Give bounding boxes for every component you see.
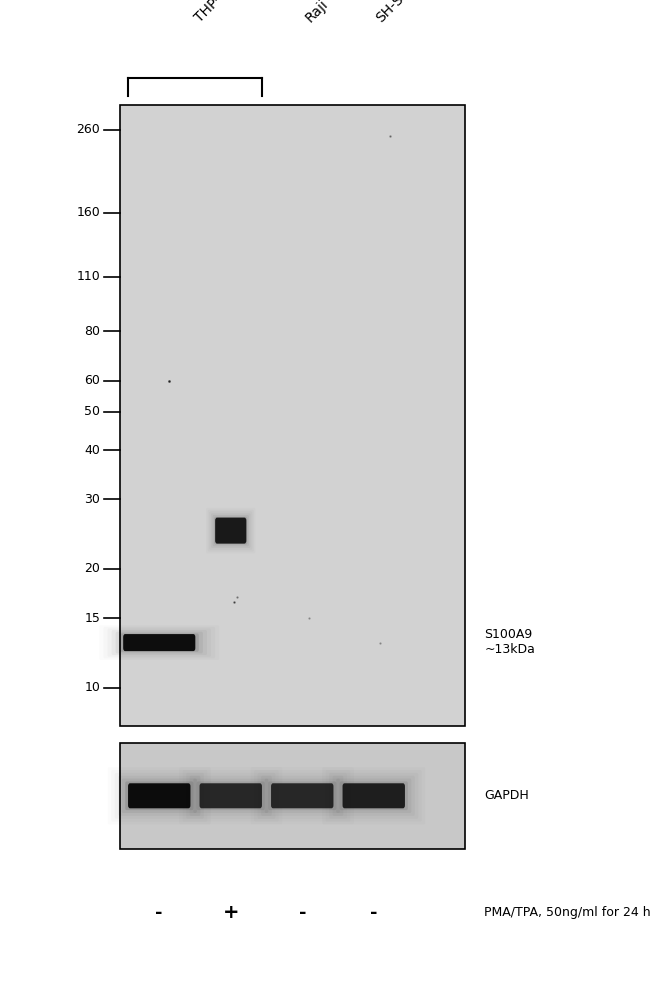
Bar [120,105,465,726]
Bar [120,743,465,849]
FancyBboxPatch shape [268,782,336,810]
FancyBboxPatch shape [271,783,333,808]
FancyBboxPatch shape [120,634,199,652]
FancyBboxPatch shape [125,782,193,810]
Text: Raji: Raji [302,0,330,25]
Text: -: - [155,904,163,922]
FancyBboxPatch shape [116,632,203,654]
Text: 30: 30 [84,492,100,506]
Text: GAPDH: GAPDH [484,790,529,802]
FancyBboxPatch shape [215,518,246,544]
FancyBboxPatch shape [214,517,248,545]
Text: 260: 260 [76,123,100,136]
Text: +: + [222,904,239,922]
Text: 160: 160 [76,206,100,219]
FancyBboxPatch shape [197,782,265,810]
FancyBboxPatch shape [340,782,408,810]
Text: S100A9
~13kDa: S100A9 ~13kDa [484,629,535,657]
FancyBboxPatch shape [124,634,195,651]
Text: 15: 15 [84,612,100,625]
FancyBboxPatch shape [122,779,197,813]
Text: 110: 110 [76,270,100,283]
Text: 20: 20 [84,563,100,576]
Text: -: - [370,904,378,922]
Text: 60: 60 [84,374,100,387]
Text: 10: 10 [84,681,100,694]
FancyBboxPatch shape [128,783,190,808]
Text: -: - [298,904,306,922]
Text: SH-SY5Y: SH-SY5Y [374,0,425,25]
Text: PMA/TPA, 50ng/ml for 24 hours: PMA/TPA, 50ng/ml for 24 hours [484,907,650,919]
Text: 50: 50 [84,405,100,418]
FancyBboxPatch shape [200,783,262,808]
Text: 80: 80 [84,325,100,338]
FancyBboxPatch shape [343,783,405,808]
Text: 40: 40 [84,443,100,456]
Text: THP-1: THP-1 [192,0,231,25]
